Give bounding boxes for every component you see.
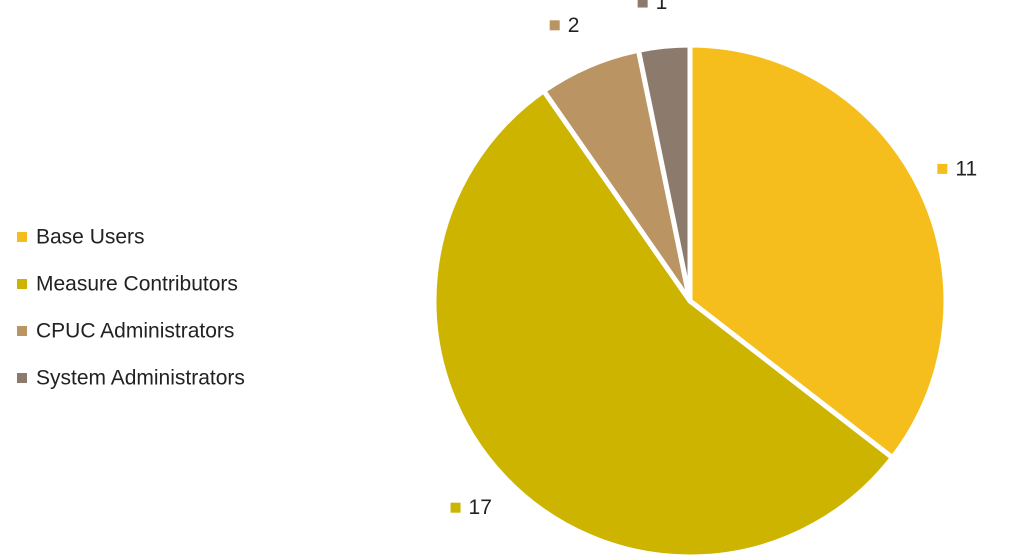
legend-label: System Administrators — [36, 367, 245, 390]
legend-swatch — [17, 232, 27, 242]
data-label: 2 — [568, 14, 580, 37]
label-marker — [637, 0, 648, 8]
legend-swatch — [17, 279, 27, 289]
label-marker — [450, 502, 461, 513]
pie-slice — [687, 42, 949, 461]
legend-label: Measure Contributors — [36, 273, 238, 296]
legend-label: CPUC Administrators — [36, 320, 234, 343]
label-marker — [549, 20, 560, 31]
data-label: 1 — [656, 0, 668, 14]
label-marker — [937, 163, 948, 174]
legend-swatch — [17, 373, 27, 383]
pie-slice — [635, 42, 693, 304]
data-label: 17 — [469, 496, 492, 519]
legend-swatch — [17, 326, 27, 336]
data-label: 11 — [955, 157, 977, 180]
legend-label: Base Users — [36, 226, 145, 249]
pie-slice — [431, 88, 895, 559]
